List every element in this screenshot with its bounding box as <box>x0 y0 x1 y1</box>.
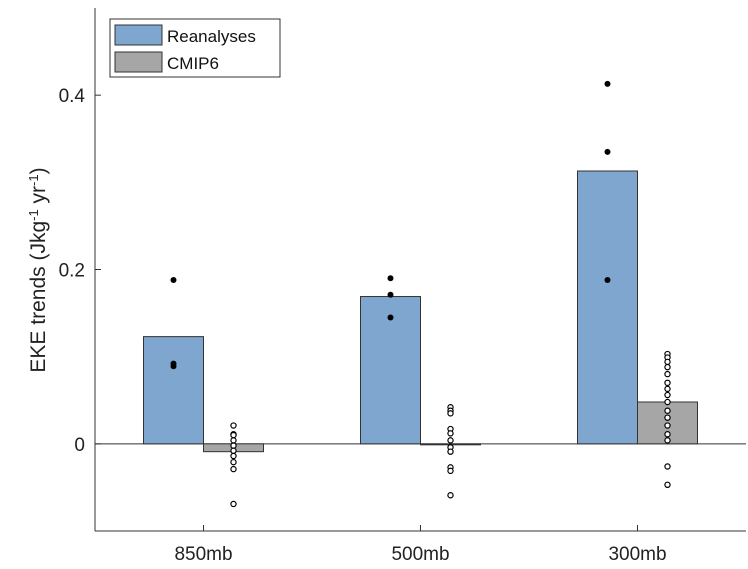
legend: Reanalyses CMIP6 <box>109 18 281 78</box>
y-ticks: 0 0.2 0.4 <box>59 86 101 456</box>
y-tick-label: 0.4 <box>59 86 86 107</box>
x-tick-label: 300mb <box>608 544 666 565</box>
y-axis-label: EKE trends (Jkg-1 yr-1) <box>26 167 51 372</box>
point-cmip6-850mb-6 <box>230 452 237 460</box>
x-ticks: 850mb 500mb 300mb <box>174 525 667 565</box>
point-cmip6-300mb-2 <box>664 358 671 366</box>
point-cmip6-300mb-5 <box>664 379 671 387</box>
bar-reanalyses-850mb <box>143 336 204 445</box>
points <box>170 80 671 508</box>
point-reanalyses-500mb-1 <box>387 291 394 298</box>
point-cmip6-850mb-9 <box>230 500 237 508</box>
point-reanalyses-500mb-0 <box>387 275 394 282</box>
legend-label-reanalyses: Reanalyses <box>167 27 256 46</box>
point-cmip6-300mb-9 <box>664 407 671 414</box>
point-cmip6-300mb-7 <box>664 391 671 399</box>
point-reanalyses-300mb-1 <box>604 148 611 155</box>
legend-label-cmip6: CMIP6 <box>167 54 219 73</box>
point-cmip6-500mb-2 <box>447 410 454 417</box>
point-reanalyses-850mb-2 <box>170 363 177 370</box>
plot-area <box>95 8 746 531</box>
point-cmip6-850mb-7 <box>230 458 237 466</box>
point-cmip6-300mb-10 <box>664 414 671 421</box>
point-cmip6-300mb-11 <box>664 422 671 429</box>
bar-reanalyses-300mb <box>577 170 638 445</box>
point-reanalyses-300mb-0 <box>604 80 611 87</box>
point-cmip6-300mb-8 <box>664 398 671 406</box>
point-cmip6-300mb-15 <box>664 481 671 489</box>
point-cmip6-500mb-4 <box>447 430 454 437</box>
bar-reanalyses-500mb <box>360 296 421 445</box>
y-tick-label: 0 <box>74 435 85 456</box>
x-tick-label: 500mb <box>391 544 449 565</box>
point-cmip6-850mb-3 <box>230 437 237 444</box>
point-cmip6-300mb-13 <box>664 437 671 444</box>
y-axis-label-sup2: -1 <box>26 174 41 186</box>
point-cmip6-300mb-6 <box>664 385 671 393</box>
point-cmip6-500mb-5 <box>447 437 454 444</box>
point-reanalyses-300mb-2 <box>604 276 611 283</box>
point-reanalyses-500mb-2 <box>387 314 394 321</box>
point-cmip6-850mb-0 <box>230 422 237 429</box>
y-axis-label-main: EKE trends (Jkg <box>27 221 50 373</box>
y-axis-label-mid: yr <box>27 186 50 209</box>
x-tick-label: 850mb <box>174 544 232 565</box>
y-tick-label: 0.2 <box>59 261 85 282</box>
point-cmip6-500mb-7 <box>447 448 454 455</box>
point-cmip6-500mb-9 <box>447 467 454 475</box>
point-cmip6-500mb-10 <box>447 492 454 499</box>
legend-swatch-cmip6 <box>114 51 163 73</box>
point-cmip6-300mb-3 <box>664 363 671 371</box>
point-cmip6-300mb-12 <box>664 431 671 438</box>
point-cmip6-850mb-2 <box>230 431 237 439</box>
point-cmip6-850mb-8 <box>230 465 237 473</box>
point-cmip6-850mb-5 <box>230 447 237 455</box>
legend-swatch-reanalyses <box>114 24 163 46</box>
point-cmip6-300mb-4 <box>664 370 671 378</box>
y-axis-label-sup1: -1 <box>26 209 41 221</box>
point-reanalyses-850mb-0 <box>170 276 177 283</box>
y-axis-label-end: ) <box>27 167 50 174</box>
point-cmip6-850mb-4 <box>230 442 237 449</box>
point-cmip6-300mb-14 <box>664 463 671 470</box>
